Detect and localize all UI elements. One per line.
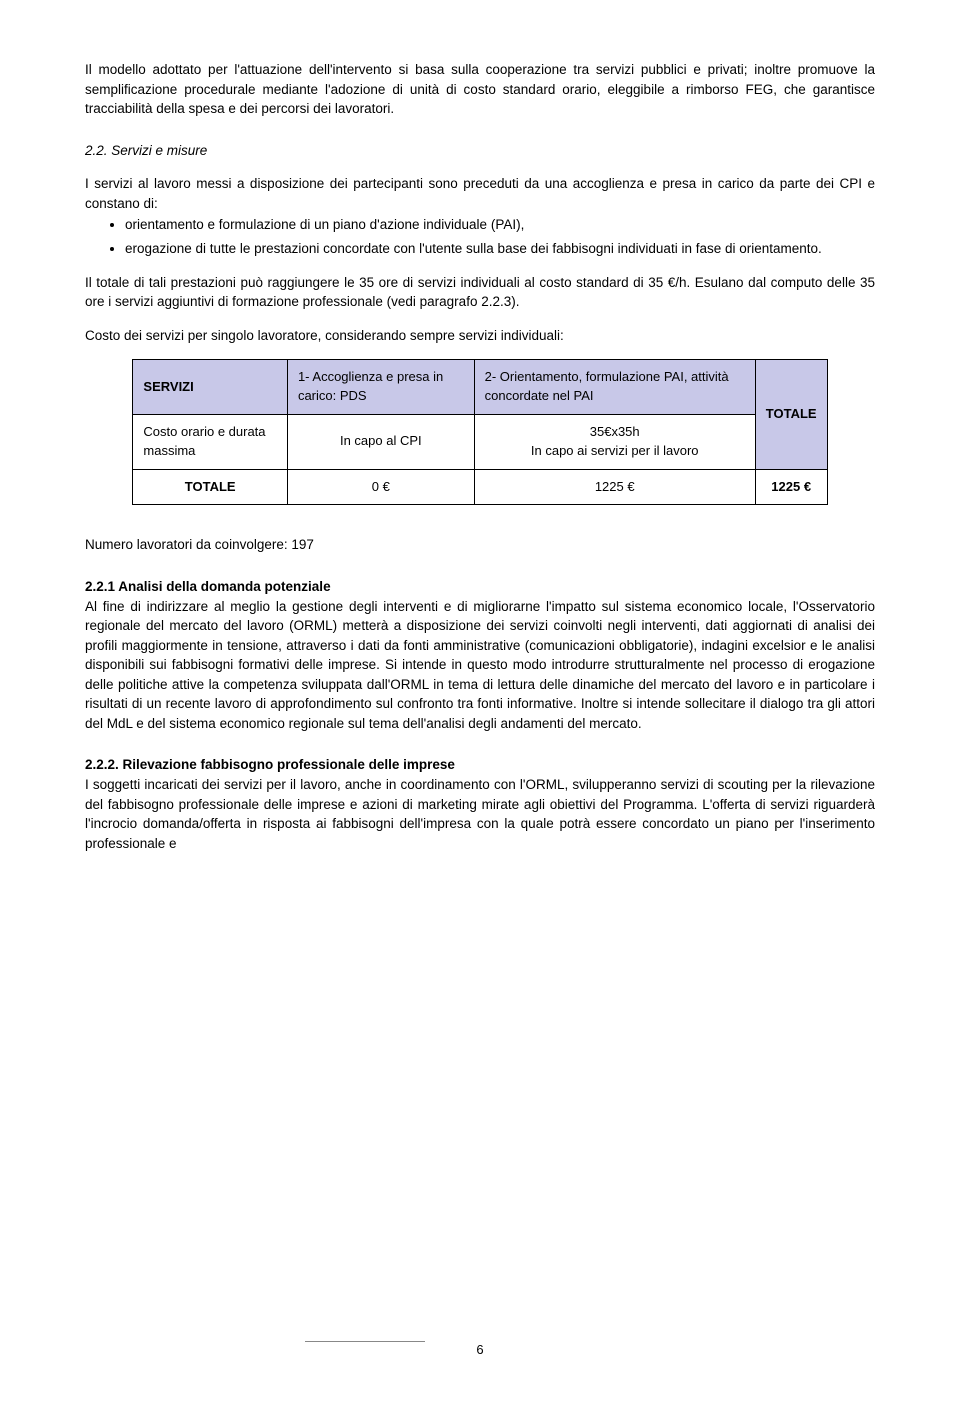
table-cell: 1225 € bbox=[474, 469, 755, 505]
cost-table: SERVIZI 1- Accoglienza e presa in carico… bbox=[132, 359, 827, 505]
servizi-list: orientamento e formulazione di un piano … bbox=[85, 215, 875, 258]
cell-line: In capo ai servizi per il lavoro bbox=[531, 443, 699, 458]
cell-line: 35€x35h bbox=[590, 424, 640, 439]
totale-paragraph: Il totale di tali prestazioni può raggiu… bbox=[85, 273, 875, 312]
page-number: 6 bbox=[476, 1341, 483, 1360]
table-header: 1- Accoglienza e presa in carico: PDS bbox=[287, 360, 474, 415]
table-cell: Costo orario e durata massima bbox=[133, 414, 288, 469]
table-cell: TOTALE bbox=[133, 469, 288, 505]
heading-2-2: 2.2. Servizi e misure bbox=[85, 141, 875, 161]
table-header: SERVIZI bbox=[133, 360, 288, 415]
paragraph-2-2-2: I soggetti incaricati dei servizi per il… bbox=[85, 775, 875, 853]
table-cell: 35€x35h In capo ai servizi per il lavoro bbox=[474, 414, 755, 469]
intro-paragraph: Il modello adottato per l'attuazione del… bbox=[85, 60, 875, 119]
table-cell: 1225 € bbox=[755, 469, 827, 505]
costo-paragraph: Costo dei servizi per singolo lavoratore… bbox=[85, 326, 875, 346]
list-item: erogazione di tutte le prestazioni conco… bbox=[125, 239, 875, 259]
table-cell: 0 € bbox=[287, 469, 474, 505]
heading-2-2-2: 2.2.2. Rilevazione fabbisogno profession… bbox=[85, 755, 875, 775]
servizi-intro: I servizi al lavoro messi a disposizione… bbox=[85, 174, 875, 213]
footer-line bbox=[305, 1341, 425, 1342]
table-header: 2- Orientamento, formulazione PAI, attiv… bbox=[474, 360, 755, 415]
heading-2-2-1: 2.2.1 Analisi della domanda potenziale bbox=[85, 577, 875, 597]
paragraph-2-2-1: Al fine di indirizzare al meglio la gest… bbox=[85, 597, 875, 734]
table-header: TOTALE bbox=[755, 360, 827, 469]
table-cell: In capo al CPI bbox=[287, 414, 474, 469]
list-item: orientamento e formulazione di un piano … bbox=[125, 215, 875, 235]
num-lavoratori: Numero lavoratori da coinvolgere: 197 bbox=[85, 535, 875, 555]
